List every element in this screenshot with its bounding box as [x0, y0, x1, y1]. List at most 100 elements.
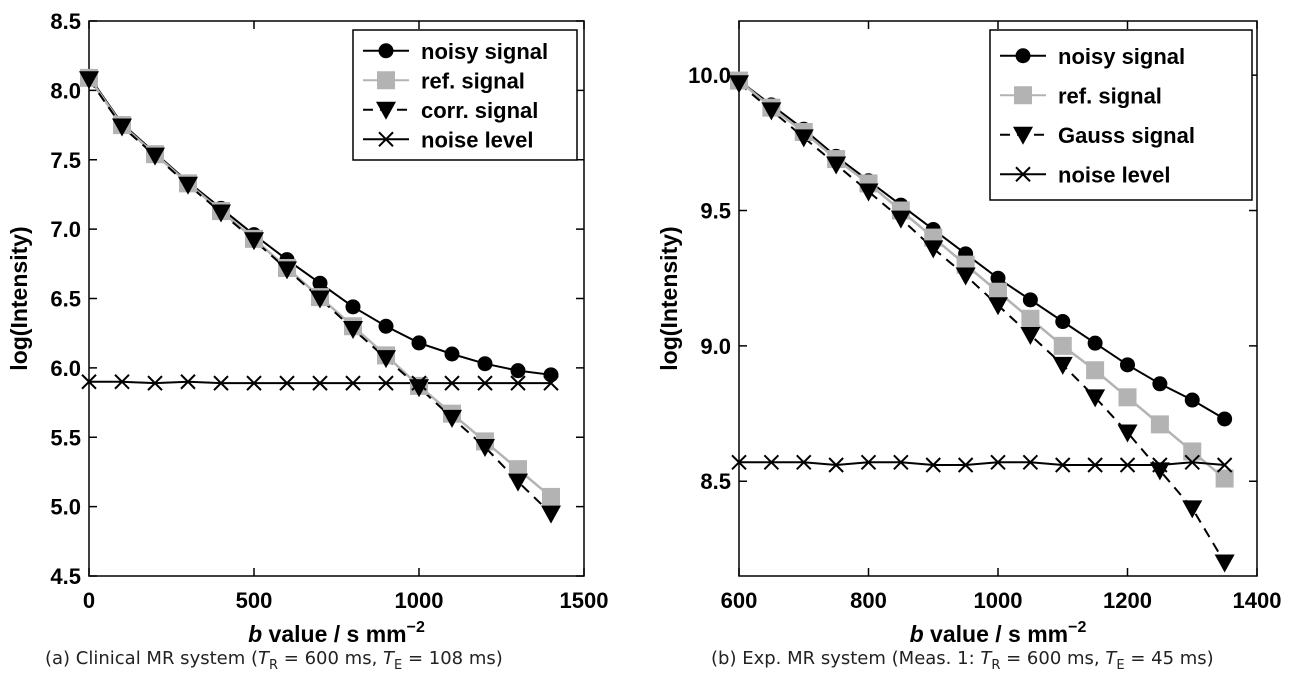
- y-tick-label: 7.0: [50, 217, 81, 242]
- data-point: [796, 454, 812, 471]
- y-axis-label: log(Intensity): [6, 226, 32, 370]
- x-tick-label: 800: [850, 588, 887, 613]
- data-point: [112, 118, 132, 137]
- data-point: [1055, 457, 1071, 473]
- data-point: [1085, 389, 1106, 408]
- legend-swatch-marker: [376, 101, 396, 120]
- data-point: [1184, 454, 1200, 471]
- data-point: [1183, 442, 1202, 461]
- data-point: [442, 409, 462, 428]
- data-point: [860, 454, 877, 471]
- data-point: [147, 375, 163, 391]
- series-markers: [729, 75, 1235, 573]
- y-tick-label: 8.5: [50, 9, 81, 34]
- data-point: [955, 267, 976, 286]
- data-point: [444, 346, 460, 362]
- data-point: [858, 183, 879, 202]
- data-point: [828, 457, 844, 473]
- series-markers: [79, 71, 561, 524]
- data-point: [1022, 292, 1038, 308]
- legend-label: ref. signal: [1058, 83, 1162, 108]
- series-markers: [81, 374, 559, 391]
- y-tick-label: 4.5: [50, 564, 81, 589]
- data-point: [761, 102, 782, 121]
- data-point: [893, 454, 909, 471]
- legend-label: ref. signal: [421, 68, 525, 93]
- data-point: [79, 71, 99, 90]
- data-point: [923, 240, 944, 259]
- legend-label: noisy signal: [421, 39, 548, 64]
- data-point: [763, 454, 780, 471]
- chart-panel-a: 0 500 1000 1500 4.5 5.0 5.5 6.0 6.5 7.0 7.5 8.0 8.5 b…: [6, 9, 608, 673]
- data-point: [477, 356, 493, 372]
- y-tick-label: 8.0: [50, 78, 81, 103]
- data-point: [1022, 454, 1039, 471]
- legend-swatch-marker: [1015, 166, 1031, 182]
- legend-label: noise level: [1058, 162, 1171, 187]
- data-point: [541, 505, 561, 524]
- x-tick-label: 1000: [974, 588, 1023, 613]
- data-point: [1149, 462, 1170, 481]
- y-axis-label: log(Intensity): [656, 226, 682, 370]
- data-point: [1215, 469, 1234, 488]
- legend-swatch-marker: [377, 71, 395, 90]
- x-tick-label: 600: [721, 588, 758, 613]
- data-point: [990, 454, 1006, 471]
- data-point: [1120, 357, 1135, 373]
- data-point: [246, 375, 262, 391]
- data-point: [345, 299, 361, 315]
- legend-label: Gauss signal: [1058, 123, 1195, 148]
- data-point: [81, 374, 97, 390]
- data-point: [1182, 500, 1203, 519]
- data-point: [1086, 361, 1105, 380]
- legend-swatch-marker: [1013, 126, 1033, 145]
- legend-label: noise level: [421, 127, 534, 152]
- data-point: [1184, 392, 1200, 408]
- data-point: [1087, 457, 1103, 473]
- y-tick-label: 9.0: [700, 334, 731, 359]
- y-tick-label: 5.5: [50, 425, 81, 450]
- data-point: [180, 374, 196, 390]
- x-tick-label: 1000: [395, 588, 444, 613]
- chart-panel-b: 600 800 1000 1200 1400 8.5 9.0 9.5 10.0 b value /…: [656, 20, 1281, 673]
- data-point: [1021, 309, 1040, 328]
- data-point: [114, 374, 130, 390]
- data-point: [731, 454, 747, 471]
- legend-label: noisy signal: [1058, 44, 1185, 69]
- figure-caption: (b) Exp. MR system (Meas. 1: TR = 600 ms…: [711, 648, 1214, 673]
- data-point: [376, 350, 396, 369]
- figure-caption: (a) Clinical MR system (TR = 600 ms, TE …: [45, 648, 503, 673]
- data-point: [244, 232, 264, 251]
- data-point: [543, 375, 559, 391]
- series-line: [739, 461, 1225, 467]
- data-point: [1087, 335, 1103, 351]
- legend-label: corr. signal: [421, 98, 538, 123]
- series-line: [89, 78, 552, 515]
- data-point: [510, 375, 526, 391]
- data-point: [343, 321, 363, 340]
- x-tick-label: 1500: [560, 588, 609, 613]
- data-point: [477, 375, 493, 391]
- legend-swatch-marker: [1015, 48, 1031, 64]
- series-markers: [731, 454, 1233, 473]
- data-point: [345, 375, 361, 391]
- data-point: [310, 290, 330, 309]
- data-point: [1216, 457, 1233, 473]
- data-point: [145, 147, 165, 166]
- data-point: [826, 156, 847, 175]
- data-point: [729, 75, 749, 94]
- data-point: [542, 487, 560, 506]
- legend-swatch-marker: [378, 43, 394, 59]
- series-ref-signal: [739, 79, 1226, 480]
- data-point: [213, 375, 229, 391]
- data-point: [543, 367, 559, 383]
- data-point: [1152, 457, 1168, 473]
- y-tick-label: 8.5: [700, 469, 731, 494]
- data-point: [1217, 411, 1233, 427]
- data-point: [1052, 356, 1073, 375]
- data-point: [510, 363, 526, 379]
- data-point: [1152, 376, 1168, 392]
- data-point: [409, 379, 429, 398]
- data-point: [1117, 424, 1138, 443]
- x-axis-label: b value / s mm−2: [248, 619, 425, 647]
